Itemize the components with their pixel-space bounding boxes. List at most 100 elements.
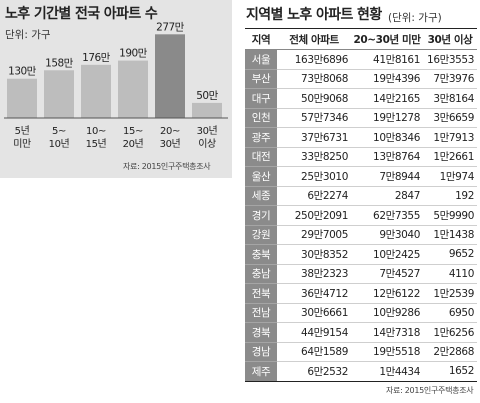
table-cell-region: 충남 [245, 264, 277, 284]
table-cell-30-plus: 1만2539 [423, 283, 477, 304]
chart-background [0, 0, 232, 178]
table-cell-20-30: 7만8944 [351, 166, 423, 187]
table-cell-20-30: 7만4527 [351, 264, 423, 284]
table-row: 제주 6만2532 1만4434 1652 [245, 361, 477, 382]
table-cell-30-plus: 3만8164 [423, 88, 477, 109]
category-tick-label: 10~ [86, 126, 106, 137]
table-cell-total: 37만6731 [277, 127, 351, 148]
bar [81, 64, 111, 118]
category-tick-label: 5~ [52, 126, 66, 137]
table-cell-total: 30만8352 [277, 244, 351, 265]
region-table: 지역 전체 아파트 20~30년 미만 30년 이상 서울 163만6896 41만… [245, 28, 477, 382]
category-tick-label: 20~ [160, 126, 180, 137]
bar [7, 78, 37, 118]
table-cell-30-plus: 2만2868 [423, 342, 477, 362]
table-cell-total: 57만7346 [277, 108, 351, 128]
table-cell-total: 36만4712 [277, 283, 351, 304]
table-cell-30-plus: 1만1438 [423, 225, 477, 245]
header-total: 전체 아파트 [277, 28, 351, 50]
table-cell-region: 제주 [245, 361, 277, 382]
table-cell-total: 163만6896 [277, 49, 351, 70]
table-row: 충북 30만8352 10만2425 9652 [245, 244, 477, 265]
table-cell-30-plus: 6950 [423, 303, 477, 323]
table-row: 충남 38만2323 7만4527 4110 [245, 264, 477, 284]
table-title: 지역별 노후 아파트 현황 [246, 7, 382, 23]
table-cell-total: 73만8068 [277, 69, 351, 89]
category-tick-label: 5년 [15, 125, 30, 137]
header-30-plus-years: 30년 이상 [423, 28, 477, 50]
bar-value-label: 50만 [196, 90, 218, 102]
chart-title: 노후 기간별 전국 아파트 수 [5, 6, 158, 22]
table-cell-total: 6만2532 [277, 361, 351, 382]
bar [192, 102, 222, 118]
bar-value-label: 277만 [156, 21, 185, 33]
table-cell-total: 30만6661 [277, 303, 351, 323]
apartment-age-chart-panel: 130만 5년 미만 158만 5~ 10년 176만 10~ 15년 190만 15~ 20년 277… [0, 0, 232, 178]
table-cell-region: 전남 [245, 303, 277, 323]
table-cell-region: 충북 [245, 244, 277, 265]
table-row: 부산 73만8068 19만4396 7만3976 [245, 69, 477, 89]
table-cell-20-30: 14만2165 [351, 88, 423, 109]
table-cell-region: 부산 [245, 69, 277, 89]
table-cell-region: 강원 [245, 225, 277, 245]
category-tick-label: 이상 [198, 138, 216, 150]
table-cell-30-plus: 1652 [423, 361, 477, 382]
table-cell-20-30: 9만3040 [351, 225, 423, 245]
table-cell-20-30: 19만1278 [351, 108, 423, 128]
category-tick-label: 20년 [123, 138, 144, 150]
table-cell-30-plus: 5만9990 [423, 205, 477, 226]
table-cell-20-30: 1만4434 [351, 361, 423, 382]
table-source: 자료: 2015인구주택총조사 [386, 386, 474, 395]
table-cell-region: 세종 [245, 186, 277, 206]
table-cell-total: 44만9154 [277, 322, 351, 343]
table-cell-total: 64만1589 [277, 342, 351, 362]
table-cell-region: 대전 [245, 147, 277, 167]
table-cell-region: 서울 [245, 49, 277, 70]
table-cell-20-30: 2847 [351, 186, 423, 206]
bar [155, 34, 185, 118]
table-cell-total: 33만8250 [277, 147, 351, 167]
table-cell-total: 6만2274 [277, 186, 351, 206]
table-cell-20-30: 41만8161 [351, 49, 423, 70]
category-tick-label: 미만 [13, 138, 31, 150]
bar-value-label: 176만 [82, 52, 111, 64]
table-header-row: 지역 전체 아파트 20~30년 미만 30년 이상 [245, 28, 477, 50]
table-row: 전북 36만4712 12만6122 1만2539 [245, 283, 477, 304]
table-cell-30-plus: 1만6256 [423, 322, 477, 343]
table-cell-30-plus: 7만3976 [423, 69, 477, 89]
category-tick-label: 15~ [123, 126, 143, 137]
table-cell-20-30: 10만8346 [351, 127, 423, 148]
table-cell-region: 경기 [245, 205, 277, 226]
table-cell-total: 25만3010 [277, 166, 351, 187]
table-row: 강원 29만7005 9만3040 1만1438 [245, 225, 477, 245]
table-cell-30-plus: 1만7913 [423, 127, 477, 148]
category-tick-label: 15년 [86, 138, 107, 150]
table-cell-30-plus: 16만3553 [423, 49, 477, 70]
table-row: 세종 6만2274 2847 192 [245, 186, 477, 206]
table-cell-region: 경북 [245, 322, 277, 343]
table-row: 인천 57만7346 19만1278 3만6659 [245, 108, 477, 128]
table-row: 대구 50만9068 14만2165 3만8164 [245, 88, 477, 109]
table-cell-20-30: 10만2425 [351, 244, 423, 265]
chart-source: 자료: 2015인구주택총조사 [123, 162, 211, 171]
header-20-30-years: 20~30년 미만 [351, 28, 423, 50]
table-cell-region: 경남 [245, 342, 277, 362]
table-row: 울산 25만3010 7만8944 1만974 [245, 166, 477, 187]
bar-value-label: 130만 [8, 66, 37, 78]
table-cell-region: 전북 [245, 283, 277, 304]
regional-table-panel: 지역별 노후 아파트 현황 (단위: 가구) 지역 전체 아파트 20~30년 … [240, 0, 480, 403]
table-cell-region: 대구 [245, 88, 277, 109]
table-cell-region: 광주 [245, 127, 277, 148]
table-cell-30-plus: 3만6659 [423, 108, 477, 128]
header-region: 지역 [245, 28, 277, 50]
table-cell-30-plus: 4110 [423, 264, 477, 284]
category-tick-label: 30년 [197, 125, 218, 137]
table-cell-total: 50만9068 [277, 88, 351, 109]
table-cell-20-30: 62만7355 [351, 205, 423, 226]
table-row: 경남 64만1589 19만5518 2만2868 [245, 342, 477, 362]
table-cell-20-30: 19만4396 [351, 69, 423, 89]
bar-value-label: 190만 [119, 48, 148, 60]
table-cell-30-plus: 9652 [423, 244, 477, 265]
category-tick-label: 30년 [160, 138, 181, 150]
